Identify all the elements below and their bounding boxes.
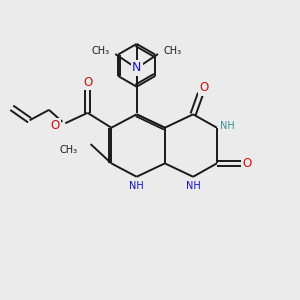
Text: CH₃: CH₃: [59, 145, 77, 155]
Text: O: O: [50, 119, 59, 132]
Text: NH: NH: [220, 121, 235, 131]
Text: CH₃: CH₃: [164, 46, 181, 56]
Text: O: O: [200, 81, 209, 94]
Text: N: N: [132, 61, 141, 74]
Text: NH: NH: [129, 181, 144, 191]
Text: O: O: [83, 76, 92, 89]
Text: CH₃: CH₃: [92, 46, 110, 56]
Text: O: O: [243, 157, 252, 170]
Text: NH: NH: [186, 181, 200, 191]
